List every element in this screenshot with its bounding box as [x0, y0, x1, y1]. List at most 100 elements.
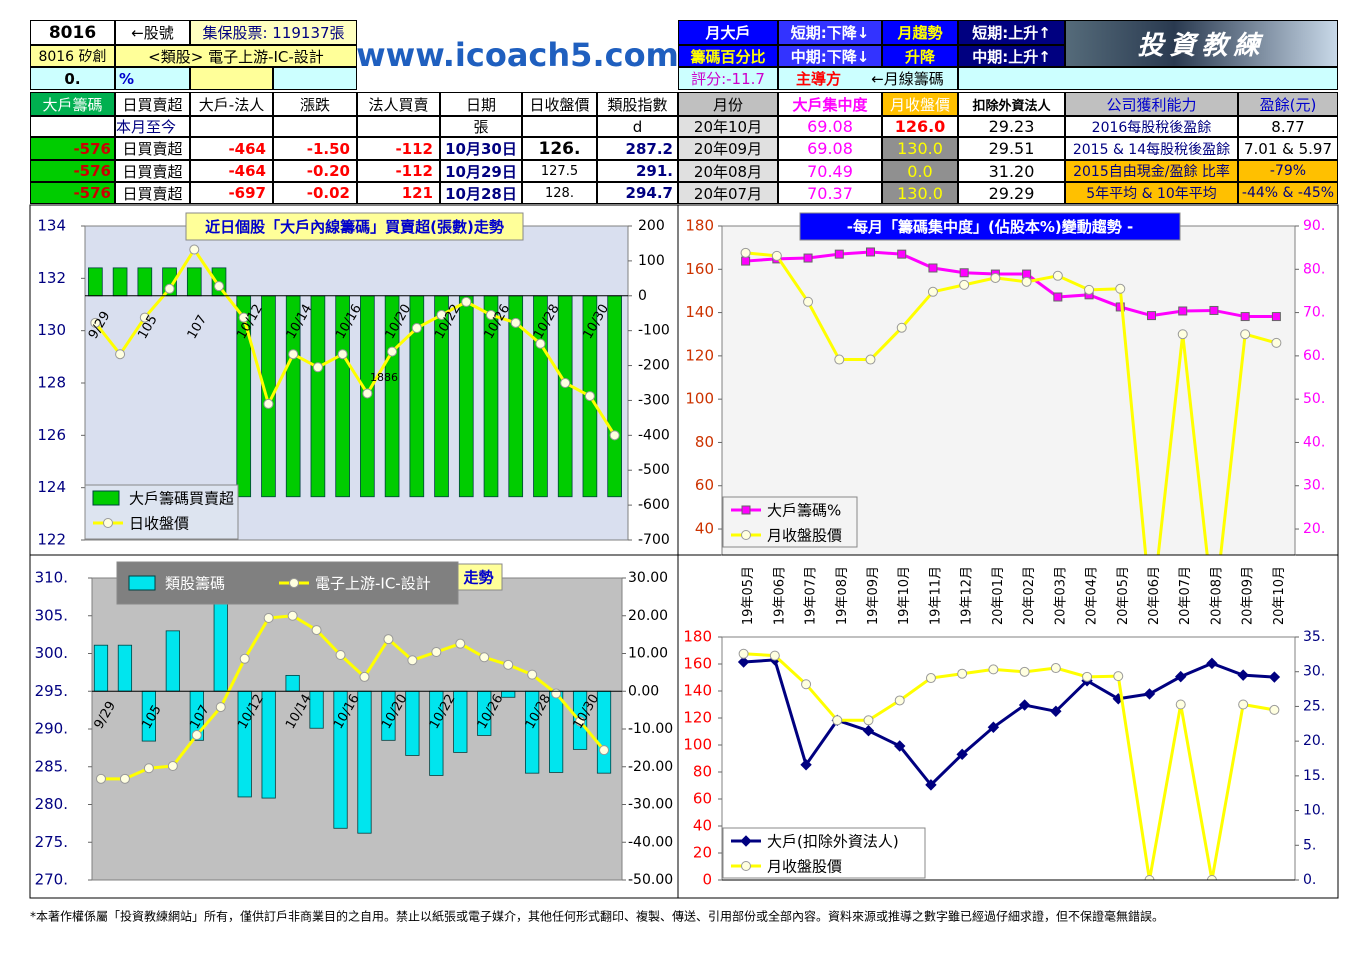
logo: 投資教練 [1065, 20, 1338, 67]
table-cell: 10月30日 [440, 137, 522, 160]
marker [191, 730, 202, 741]
bar [137, 267, 153, 297]
table-cell: -697 [190, 182, 273, 204]
pct-value: 0. [30, 67, 115, 90]
x-tick-label: 20年07月 [1178, 566, 1193, 625]
marker [1271, 337, 1282, 348]
x-tick-label: 20年03月 [1053, 566, 1068, 625]
y-tick-label: 160 [683, 655, 712, 673]
marker [362, 388, 373, 399]
marker [1147, 311, 1156, 321]
site: www.icoach5.com [357, 36, 678, 74]
y-tick-label: 80 [693, 763, 712, 781]
table-cell: -44% & -45% [1238, 182, 1338, 204]
marker [311, 625, 322, 636]
marker [740, 247, 751, 258]
marker [312, 362, 323, 373]
short-down: 短期:下降↓ [778, 20, 882, 45]
column-header: 日收盤價 [522, 92, 597, 116]
column-header: 法人買賣 [357, 92, 440, 116]
y2-tick-label: 30. [1303, 664, 1325, 680]
table-cell: 7.01 & 5.97 [1238, 137, 1338, 160]
marker [214, 281, 224, 292]
marker [803, 253, 813, 263]
y2-tick-label: 10. [1303, 803, 1325, 819]
marker [1240, 312, 1250, 322]
marker [238, 312, 249, 323]
y2-tick-label: 5. [1303, 837, 1316, 853]
column-header: 大戶-法人 [190, 92, 273, 116]
bar [310, 295, 326, 498]
y2-tick-label: -600 [638, 497, 670, 513]
marker [925, 673, 936, 684]
y-tick-label: 130 [37, 321, 66, 339]
y-tick-label: 290. [35, 720, 68, 738]
column-header: 漲跌 [273, 92, 357, 116]
marker [575, 716, 586, 727]
table-cell: 2015 & 14每股稅後盈餘 [1065, 137, 1238, 160]
marker [771, 250, 782, 261]
table-cell: 31.20 [958, 160, 1065, 182]
marker [551, 688, 562, 699]
y-tick-label: 100 [685, 390, 714, 408]
table-cell: 130.0 [882, 182, 958, 204]
y-tick-label: 160 [685, 260, 714, 278]
legend-label: 月收盤股價 [767, 527, 842, 545]
line [100, 614, 606, 781]
marker [287, 610, 298, 621]
marker [956, 748, 968, 761]
leader: 主導方 [778, 67, 858, 90]
plot [93, 578, 612, 834]
y2-tick-label: 20. [1303, 521, 1325, 537]
title-box [185, 212, 524, 241]
y2-tick-label: -40.00 [628, 834, 673, 850]
y-tick-label: 280. [35, 795, 68, 813]
y2-tick-label: -400 [638, 427, 670, 443]
marker [1050, 705, 1062, 717]
marker [1050, 663, 1061, 674]
mid-up: 中期:上升↑ [958, 45, 1065, 67]
marker [1082, 671, 1093, 682]
plot [740, 247, 1282, 555]
marker [959, 279, 970, 290]
marker [387, 346, 398, 357]
x-tick-label: 19年06月 [772, 566, 787, 625]
marker [801, 679, 812, 690]
blank-cell [273, 67, 357, 90]
table-cell [522, 116, 597, 137]
mid-down: 中期:下降↓ [778, 45, 882, 67]
blank-cell [190, 67, 273, 90]
legend-label: 電子上游-IC-設計 [315, 575, 431, 593]
table-cell: 128. [522, 182, 597, 204]
marker [1053, 292, 1063, 302]
marker [1175, 670, 1187, 683]
column-header: 日買賣超 [115, 92, 190, 116]
y-tick-label: 310. [35, 569, 68, 587]
marker [741, 861, 751, 871]
table-cell: 294.7 [597, 182, 678, 204]
marker [927, 286, 938, 297]
legend-label: 大戶(扣除外資法人) [767, 833, 899, 851]
x-tick-label: 19年09月 [866, 566, 881, 625]
marker [143, 763, 154, 774]
table-cell: 70.49 [778, 160, 882, 182]
table-cell: 0.0 [882, 160, 958, 182]
table-cell: 本月至今 [115, 116, 190, 137]
column-header: 大戶集中度 [778, 92, 882, 116]
y2-tick-label: 50. [1303, 391, 1325, 407]
table-cell [273, 116, 357, 137]
marker [455, 638, 466, 649]
table-cell [190, 116, 273, 137]
chart-title: -每月「籌碼集中度」(佔股本%)變動趨勢 - [847, 218, 1133, 236]
marker [803, 296, 814, 307]
table-cell [30, 116, 115, 137]
y2-tick-label: 70. [1303, 305, 1325, 321]
marker [599, 745, 610, 756]
legend-label: 大戶籌碼買賣超 [129, 490, 234, 508]
marker [503, 659, 514, 670]
y2-tick-label: -10.00 [628, 721, 673, 737]
y-tick-label: 20 [693, 844, 712, 862]
line [745, 250, 1277, 319]
table-cell: 日買賣超 [115, 182, 190, 204]
plot [737, 648, 1281, 880]
